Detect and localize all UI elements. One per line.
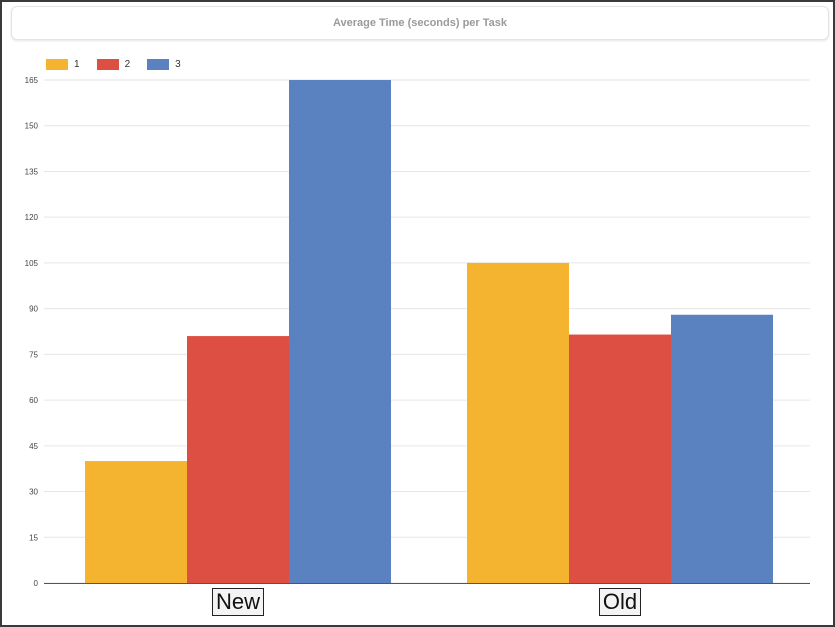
- category-label-old: Old: [598, 588, 642, 616]
- chart-title-bar: Average Time (seconds) per Task: [11, 6, 829, 40]
- y-tick-label-60: 60: [29, 396, 38, 405]
- y-tick-label-75: 75: [29, 350, 38, 359]
- bar-new-series-1: [85, 461, 187, 583]
- legend-label-1: 1: [74, 59, 80, 70]
- bar-old-series-3: [671, 314, 773, 583]
- legend-label-3: 3: [175, 59, 181, 70]
- y-tick-label-120: 120: [25, 213, 39, 222]
- y-tick-label-30: 30: [29, 488, 38, 497]
- y-tick-label-165: 165: [25, 76, 39, 85]
- legend-swatch-3: [147, 59, 170, 70]
- legend-swatch-1: [46, 59, 68, 70]
- bar-new-series-2: [187, 336, 289, 583]
- legend-item-3: 3: [147, 59, 181, 70]
- chart-title: Average Time (seconds) per Task: [332, 17, 508, 29]
- bar-new-series-3: [289, 80, 391, 583]
- y-tick-label-15: 15: [29, 533, 38, 542]
- legend-swatch-2: [96, 59, 119, 70]
- legend-item-1: 1: [46, 59, 80, 70]
- y-tick-label-105: 105: [25, 259, 39, 268]
- y-tick-label-45: 45: [29, 442, 38, 451]
- y-tick-label-90: 90: [29, 305, 38, 314]
- bar-old-series-2: [569, 334, 671, 583]
- chart-legend: 1 2 3: [46, 59, 198, 70]
- y-tick-label-150: 150: [25, 122, 39, 131]
- legend-item-2: 2: [96, 59, 131, 70]
- y-tick-label-135: 135: [25, 167, 39, 176]
- legend-label-2: 2: [124, 59, 131, 70]
- category-label-new: New: [211, 588, 264, 616]
- y-tick-label-0: 0: [34, 579, 39, 588]
- bar-old-series-1: [467, 262, 569, 583]
